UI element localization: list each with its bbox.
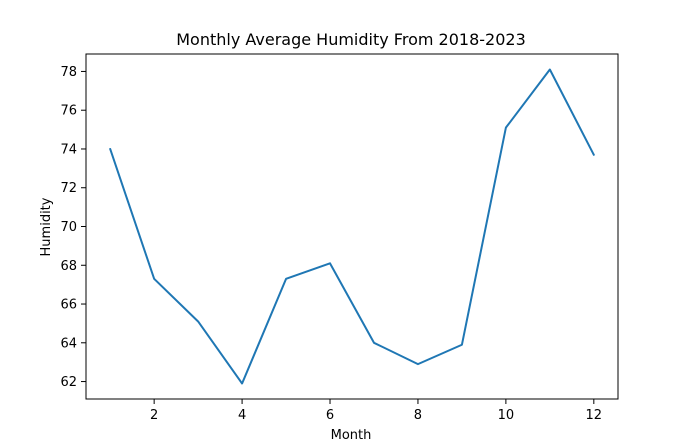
x-axis-ticks: 2 4 6 8 10 12 <box>150 399 602 423</box>
x-tick-label: 12 <box>586 408 603 423</box>
humidity-series-line <box>109 68 595 385</box>
y-tick-label: 62 <box>60 375 77 390</box>
y-axis-ticks: 62 64 66 68 70 72 74 76 78 <box>60 65 86 390</box>
x-tick-label: 8 <box>414 408 422 423</box>
y-tick-label: 66 <box>60 298 77 313</box>
y-tick-label: 64 <box>60 336 77 351</box>
series-layer <box>109 68 595 385</box>
x-axis-label: Month <box>331 428 372 443</box>
y-axis-label: Humidity <box>39 197 54 256</box>
x-tick-label: 10 <box>498 408 515 423</box>
y-tick-label: 72 <box>60 181 77 196</box>
chart-title: Monthly Average Humidity From 2018-2023 <box>176 30 526 49</box>
y-tick-label: 68 <box>60 259 77 274</box>
y-tick-label: 74 <box>60 142 77 157</box>
x-tick-label: 4 <box>238 408 246 423</box>
y-tick-label: 78 <box>60 65 77 80</box>
x-tick-label: 2 <box>150 408 158 423</box>
y-tick-label: 70 <box>60 220 77 235</box>
y-tick-label: 76 <box>60 104 77 119</box>
x-tick-label: 6 <box>326 408 334 423</box>
plot-area-frame <box>85 53 619 400</box>
